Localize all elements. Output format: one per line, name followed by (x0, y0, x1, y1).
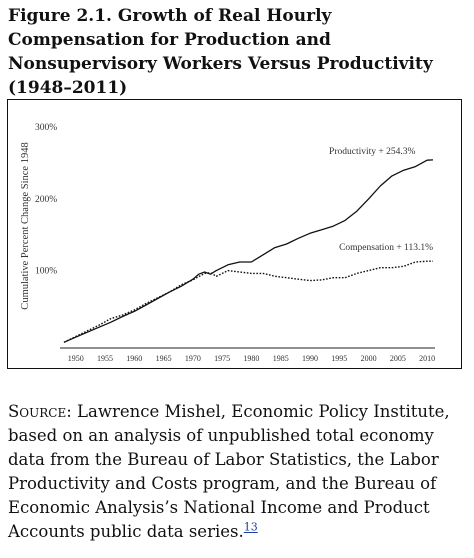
line-chart: Cumulative Percent Change Since 1948 100… (20, 123, 435, 363)
productivity-line (63, 159, 434, 343)
source-note: Source: Lawrence Mishel, Economic Policy… (8, 400, 468, 544)
x-tick-label: 1990 (302, 354, 318, 363)
x-tick-label: 2010 (419, 354, 435, 363)
x-tick-label: 1995 (331, 354, 347, 363)
footnote-link[interactable]: 13 (243, 520, 258, 534)
y-tick-label: 100% (35, 267, 57, 277)
figure-title: Figure 2.1. Growth of Real Hourly Compen… (8, 6, 433, 98)
x-tick-label: 1955 (97, 354, 113, 363)
series-lines (63, 159, 434, 343)
x-tick-label: 1985 (273, 354, 289, 363)
x-tick-label: 2005 (390, 354, 406, 363)
y-tick-labels: 100% 200% 300% (35, 123, 57, 276)
x-tick-label: 1960 (126, 354, 142, 363)
compensation-annotation: Compensation + 113.1% (339, 243, 433, 253)
y-tick-label: 300% (35, 123, 57, 133)
x-tick-label: 1965 (156, 354, 172, 363)
x-tick-label: 2000 (361, 354, 377, 363)
compensation-line (63, 260, 433, 343)
x-tick-label: 1970 (185, 354, 201, 363)
x-tick-label: 1975 (214, 354, 230, 363)
source-label: Source: (8, 402, 72, 421)
source-text: Lawrence Mishel, Economic Policy Institu… (8, 402, 450, 541)
y-axis-label: Cumulative Percent Change Since 1948 (20, 142, 31, 309)
y-tick-label: 200% (35, 195, 57, 205)
chart-frame: Cumulative Percent Change Since 1948 100… (7, 99, 462, 369)
x-tick-label: 1980 (243, 354, 259, 363)
x-tick-label: 1950 (68, 354, 84, 363)
productivity-annotation: Productivity + 254.3% (329, 147, 415, 157)
series-annotations: Productivity + 254.3% Compensation + 113.… (329, 147, 433, 253)
x-tick-labels: 1950 1955 1960 1965 1970 1975 1980 1985 1990 1995… (68, 354, 435, 363)
